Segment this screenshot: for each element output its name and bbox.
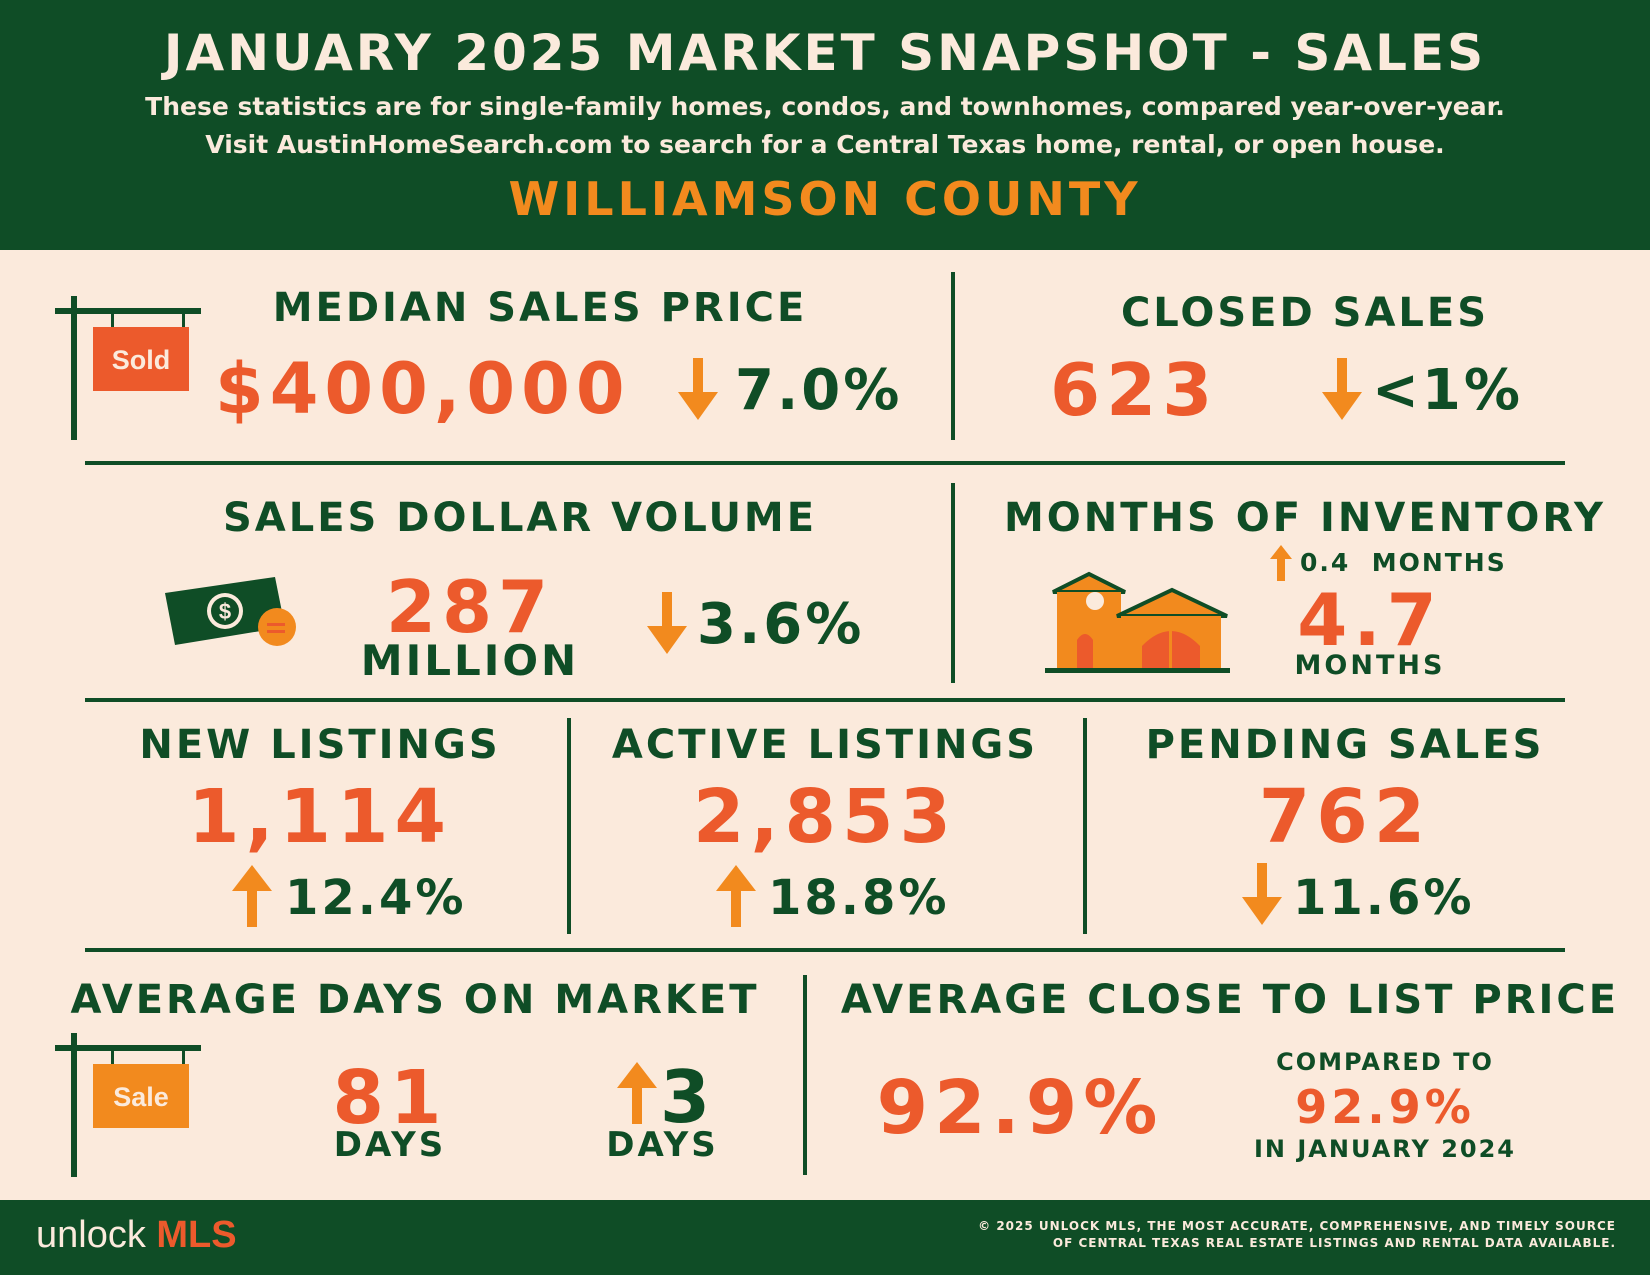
active-listings-value: 2,853 bbox=[692, 774, 958, 860]
new-listings-change: 12.4% bbox=[285, 870, 467, 926]
avg-days-on-market-change: 3 bbox=[660, 1055, 714, 1139]
divider-horizontal bbox=[85, 461, 1565, 465]
compared-period: IN JANUARY 2024 bbox=[1254, 1135, 1516, 1163]
sales-dollar-volume-change: 3.6% bbox=[697, 592, 865, 657]
arrow-down-icon bbox=[1242, 863, 1282, 925]
unlock-mls-logo[interactable]: unlock MLS bbox=[36, 1214, 237, 1257]
copyright-line-1: © 2025 UNLOCK MLS, THE MOST ACCURATE, CO… bbox=[978, 1219, 1616, 1233]
arrow-up-icon bbox=[1270, 545, 1292, 581]
months-of-inventory-value: 4.7 bbox=[1297, 578, 1443, 662]
avg-days-on-market-value: 81 bbox=[332, 1055, 448, 1141]
sold-sign-icon: Sold bbox=[55, 296, 201, 440]
months-of-inventory-change: 0.4 MONTHS bbox=[1300, 548, 1507, 577]
sale-sign-text: Sale bbox=[113, 1082, 169, 1112]
sales-dollar-volume-value: 287 bbox=[385, 565, 555, 649]
logo-text-unlock: unlock bbox=[36, 1214, 146, 1256]
header-banner: JANUARY 2025 MARKET SNAPSHOT - SALES The… bbox=[0, 0, 1650, 250]
closed-sales-label: CLOSED SALES bbox=[1120, 290, 1490, 336]
divider-vertical bbox=[803, 975, 807, 1175]
arrow-down-icon bbox=[678, 358, 718, 420]
footer: unlock MLS © 2025 UNLOCK MLS, THE MOST A… bbox=[0, 1200, 1650, 1275]
avg-days-on-market-change-unit: DAYS bbox=[606, 1125, 719, 1165]
divider-horizontal bbox=[85, 698, 1565, 702]
new-listings-value: 1,114 bbox=[187, 774, 453, 860]
logo-text-mls: MLS bbox=[156, 1214, 237, 1256]
pending-sales-label: PENDING SALES bbox=[1145, 722, 1545, 768]
median-sales-price-change: 7.0% bbox=[735, 358, 903, 423]
divider-vertical bbox=[567, 718, 571, 934]
copyright-notice: © 2025 UNLOCK MLS, THE MOST ACCURATE, CO… bbox=[978, 1218, 1616, 1252]
avg-close-to-list-label: AVERAGE CLOSE TO LIST PRICE bbox=[840, 977, 1620, 1023]
sales-dollar-volume-unit: MILLION bbox=[360, 636, 580, 685]
avg-days-on-market-unit: DAYS bbox=[333, 1125, 447, 1165]
months-of-inventory-unit: MONTHS bbox=[1294, 650, 1446, 681]
compared-value: 92.9% bbox=[1295, 1080, 1475, 1134]
closed-sales-value: 623 bbox=[1050, 348, 1219, 432]
subtitle-line-1: These statistics are for single-family h… bbox=[145, 92, 1505, 121]
copyright-line-2: OF CENTRAL TEXAS REAL ESTATE LISTINGS AN… bbox=[1052, 1236, 1616, 1250]
sales-dollar-volume-label: SALES DOLLAR VOLUME bbox=[222, 495, 818, 541]
compared-to-label: COMPARED TO bbox=[1276, 1048, 1494, 1076]
new-listings-label: NEW LISTINGS bbox=[139, 722, 501, 768]
active-listings-label: ACTIVE LISTINGS bbox=[611, 722, 1039, 768]
arrow-up-icon bbox=[617, 1062, 657, 1124]
pending-sales-change: 11.6% bbox=[1293, 870, 1475, 926]
subtitle-line-2: Visit AustinHomeSearch.com to search for… bbox=[205, 130, 1445, 159]
county-name: WILLIAMSON COUNTY bbox=[508, 172, 1142, 226]
arrow-down-icon bbox=[1322, 358, 1362, 420]
house-icon bbox=[1045, 571, 1230, 673]
sold-sign-text: Sold bbox=[112, 345, 171, 375]
arrow-down-icon bbox=[647, 592, 687, 654]
arrow-up-icon bbox=[232, 865, 272, 927]
avg-days-on-market-label: AVERAGE DAYS ON MARKET bbox=[70, 977, 760, 1023]
avg-close-to-list-value: 92.9% bbox=[876, 1065, 1164, 1151]
median-sales-price-value: $400,000 bbox=[215, 348, 631, 430]
svg-text:$: $ bbox=[219, 599, 231, 624]
median-sales-price-label: MEDIAN SALES PRICE bbox=[272, 285, 808, 331]
divider-vertical bbox=[951, 272, 955, 440]
divider-vertical bbox=[951, 483, 955, 683]
divider-vertical bbox=[1083, 718, 1087, 934]
money-icon: $ bbox=[165, 577, 296, 646]
divider-horizontal bbox=[85, 948, 1565, 952]
active-listings-change: 18.8% bbox=[768, 870, 950, 926]
page-title: JANUARY 2025 MARKET SNAPSHOT - SALES bbox=[163, 24, 1487, 82]
pending-sales-value: 762 bbox=[1258, 774, 1432, 860]
closed-sales-change: <1% bbox=[1372, 358, 1523, 423]
months-of-inventory-label: MONTHS OF INVENTORY bbox=[1003, 495, 1607, 541]
sale-sign-icon: Sale bbox=[55, 1033, 201, 1177]
arrow-up-icon bbox=[716, 865, 756, 927]
